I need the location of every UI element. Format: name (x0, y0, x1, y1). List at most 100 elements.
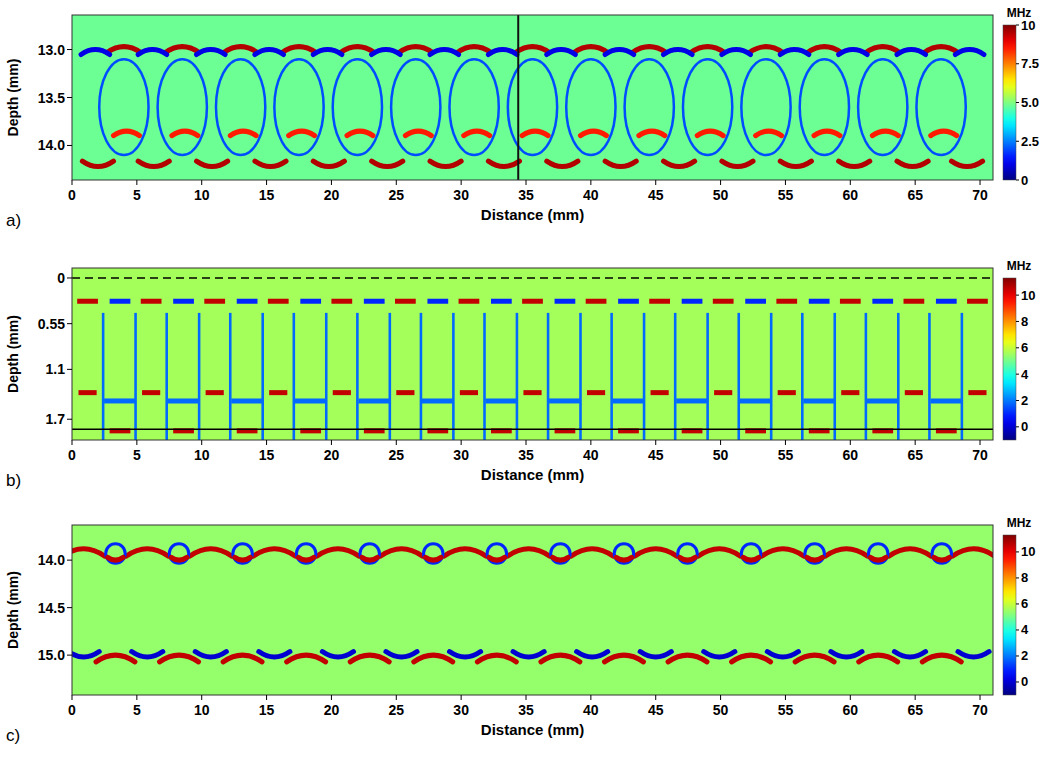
band-arc_up (605, 50, 634, 55)
band-loop (858, 59, 907, 155)
x-tick-label: 60 (843, 447, 859, 463)
x-tick (720, 180, 721, 185)
band-vline (516, 313, 519, 440)
band-dash (809, 299, 830, 304)
band-arc_up (190, 549, 232, 556)
colorbar-tick-label: 7.5 (1021, 56, 1039, 71)
band-dash (459, 299, 480, 304)
panel: 051015202530354045505560657013.013.514.0… (5, 6, 1039, 230)
colorbar-tick (1016, 321, 1019, 322)
band-arc_up (574, 47, 608, 53)
band-arc_up (762, 549, 804, 556)
band-arc_up (317, 549, 359, 556)
x-tick-label: 15 (259, 187, 275, 203)
band-arc_up (81, 50, 110, 55)
band-arc_up (955, 50, 984, 55)
x-tick-label: 50 (713, 702, 729, 718)
band-arc_up (313, 50, 342, 55)
colorbar-tick (1016, 180, 1019, 181)
x-tick (266, 440, 267, 445)
band-arc_up (839, 50, 868, 55)
colorbar-tick (1016, 141, 1019, 142)
x-tick-label: 35 (518, 702, 534, 718)
colorbar-tick-label: 2.5 (1021, 134, 1039, 149)
band-arc_up (282, 47, 316, 53)
band-dash (168, 398, 200, 403)
plot-area (72, 15, 993, 180)
colorbar-tick-label: 10 (1021, 544, 1035, 559)
band-arc_up (255, 50, 284, 55)
band-arc_up (138, 50, 167, 55)
band-arc_up (632, 47, 666, 53)
x-tick (461, 695, 462, 700)
band-loop (333, 59, 382, 155)
y-axis-title: Depth (mm) (5, 59, 21, 137)
band-dash (173, 299, 194, 304)
x-tick-label: 10 (194, 187, 210, 203)
band-arc_up (732, 655, 771, 662)
y-tick (67, 419, 72, 420)
band-loop (566, 59, 615, 155)
band-arc_down (513, 652, 544, 657)
band-arc_down (616, 557, 632, 560)
colorbar-tick (1016, 374, 1019, 375)
band-arc_down (780, 161, 811, 166)
x-tick-label: 10 (194, 702, 210, 718)
band-dash (713, 299, 734, 304)
y-tick (67, 323, 72, 324)
background (72, 15, 993, 180)
band-arc_up (668, 655, 707, 662)
y-tick (67, 277, 72, 278)
band-dash (776, 299, 797, 304)
colorbar-tick (1016, 577, 1019, 578)
band-arc_up (808, 47, 842, 53)
band-arc_up (699, 549, 741, 556)
x-tick (396, 695, 397, 700)
x-tick-label: 25 (389, 187, 405, 203)
band-vline (833, 313, 836, 440)
x-tick-label: 30 (453, 187, 469, 203)
x-tick-label: 0 (68, 702, 76, 718)
band-vline (102, 313, 105, 440)
colorbar-tick-label: 6 (1021, 340, 1028, 355)
x-tick (331, 180, 332, 185)
x-tick-label: 45 (648, 187, 664, 203)
band-ring (805, 544, 824, 563)
band-arc_down (197, 161, 228, 166)
colorbar-tick (1016, 603, 1019, 604)
x-tick (526, 440, 527, 445)
colorbar-tick-label: 0 (1021, 674, 1028, 689)
band-dash (485, 398, 517, 403)
y-tick-label: 15.0 (38, 647, 65, 663)
band-dash (936, 299, 957, 304)
band-dash (676, 398, 708, 403)
band-arc_up (516, 47, 550, 53)
x-tick-label: 65 (907, 702, 923, 718)
band-arc_down (313, 161, 344, 166)
x-tick-label: 55 (778, 702, 794, 718)
colorbar-tick (1016, 655, 1019, 656)
band-arc_up (414, 655, 453, 662)
band-dash (905, 390, 923, 395)
band-arc_up (639, 131, 665, 136)
x-tick (526, 695, 527, 700)
reference-line (72, 277, 993, 279)
band-dash (523, 390, 541, 395)
band-dash (77, 299, 98, 304)
colorbar-label: MHz (1007, 6, 1032, 20)
x-tick (980, 180, 981, 185)
plot-area (72, 525, 993, 695)
y-axis-title: Depth (mm) (5, 315, 21, 393)
x-tick (850, 695, 851, 700)
band-dash (778, 390, 796, 395)
x-tick-label: 60 (843, 187, 859, 203)
x-tick-label: 15 (259, 702, 275, 718)
x-tick (201, 440, 202, 445)
colorbar-tick-label: 8 (1021, 570, 1028, 585)
band-arc_down (108, 557, 124, 560)
x-tick-label: 65 (907, 187, 923, 203)
y-tick-label: 14.5 (38, 600, 65, 616)
band-dash (714, 390, 732, 395)
band-arc_up (580, 131, 606, 136)
band-arc_down (951, 161, 982, 166)
